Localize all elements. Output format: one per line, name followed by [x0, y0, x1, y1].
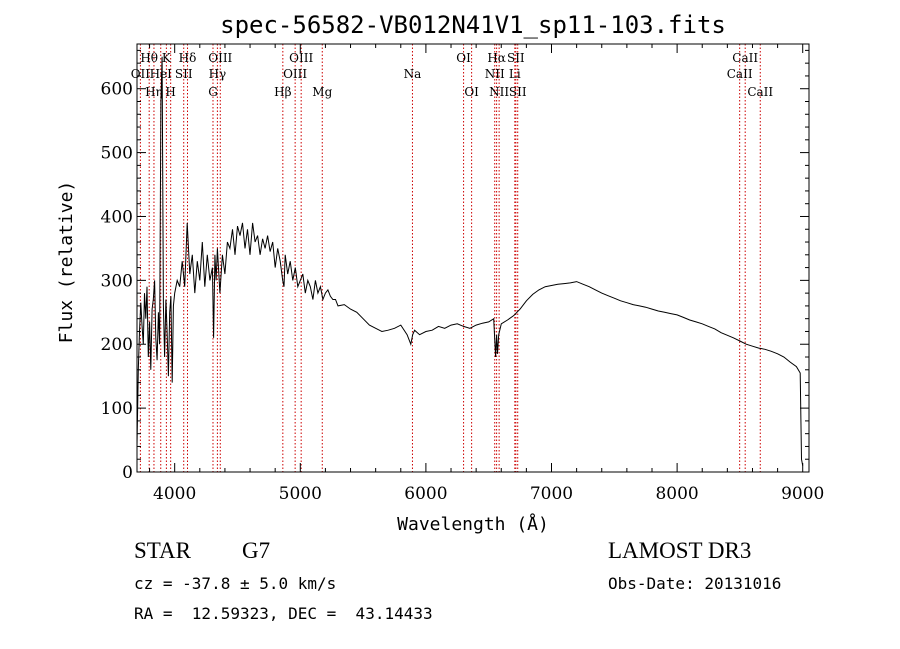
marker-label-NII-6548: NII [485, 67, 505, 81]
marker-label-G: G [208, 85, 218, 99]
marker-label-H-delta: Hδ [179, 51, 197, 65]
axis-ticks: 4000 5000 6000 7000 8000 9000 0 100 200 300 400 500… [101, 44, 824, 504]
marker-label-H-beta: Hβ [274, 85, 291, 99]
spectral-line-markers [139, 44, 761, 472]
velocity: cz = -37.8 ± 5.0 km/s [134, 574, 337, 593]
x-tick-label-7000: 7000 [530, 484, 573, 504]
y-tick-label-100: 100 [101, 399, 133, 419]
y-tick-label-600: 600 [101, 80, 133, 100]
obs-date: Obs-Date: 20131016 [608, 574, 782, 593]
marker-label-CaII-8542: CaII [732, 51, 758, 65]
spectrum-chart: 4000 5000 6000 7000 8000 9000 0 100 200 300 400 500… [56, 11, 824, 535]
marker-label-Li: Li [509, 67, 521, 81]
y-axis-label: Flux (relative) [56, 181, 77, 344]
x-tick-label-6000: 6000 [404, 484, 447, 504]
marker-label-SII-6731: SII [509, 85, 527, 99]
marker-label-SII-6716: SII [507, 51, 525, 65]
marker-label-SII-4072: SII [175, 67, 193, 81]
x-tick-label-9000: 9000 [781, 484, 824, 504]
marker-label-CaII-8662: CaII [747, 85, 773, 99]
chart-title: spec-56582-VB012N41V1_sp11-103.fits [220, 11, 726, 39]
x-tick-label-4000: 4000 [153, 484, 196, 504]
x-tick-label-8000: 8000 [655, 484, 698, 504]
marker-label-OIII-4959: OIII [283, 67, 307, 81]
y-tick-label-300: 300 [101, 271, 133, 291]
y-tick-label-200: 200 [101, 335, 133, 355]
marker-label-H-eta: Hη [145, 85, 163, 99]
marker-label-HeI: HeI [150, 67, 173, 81]
coordinates: RA = 12.59323, DEC = 43.14433 [134, 604, 433, 623]
marker-label-OIII-5007: OIII [289, 51, 313, 65]
spectral-line-labels: HθOIIHηHeIKHSIIHδGHγOIIIHβOIIIOIIIMgNaOI… [131, 51, 774, 99]
marker-label-NII-6583: NII [489, 85, 509, 99]
y-tick-label-400: 400 [101, 207, 133, 227]
survey-name: LAMOST DR3 [608, 538, 752, 563]
object-class: STAR [134, 538, 191, 563]
x-tick-label-5000: 5000 [279, 484, 322, 504]
marker-label-H-gamma: Hγ [209, 67, 227, 81]
y-tick-label-500: 500 [101, 144, 133, 164]
marker-label-K: K [162, 51, 172, 65]
marker-label-H: H [165, 85, 175, 99]
marker-label-Na: Na [404, 67, 422, 81]
marker-label-H-alpha: Hα [487, 51, 506, 65]
y-tick-label-0: 0 [122, 463, 133, 483]
subclass: G7 [242, 538, 271, 563]
marker-label-OI-6300: OI [456, 51, 471, 65]
marker-label-OI-6364: OI [464, 85, 479, 99]
marker-label-OIII-4363: OIII [208, 51, 232, 65]
marker-label-OII: OII [131, 67, 151, 81]
marker-label-CaII-8498: CaII [727, 67, 753, 81]
plot-frame [136, 43, 810, 473]
marker-label-H-theta: Hθ [140, 51, 158, 65]
x-axis-label: Wavelength (Å) [397, 513, 549, 535]
marker-label-Mg: Mg [312, 85, 332, 99]
spectrum-line [136, 56, 804, 466]
